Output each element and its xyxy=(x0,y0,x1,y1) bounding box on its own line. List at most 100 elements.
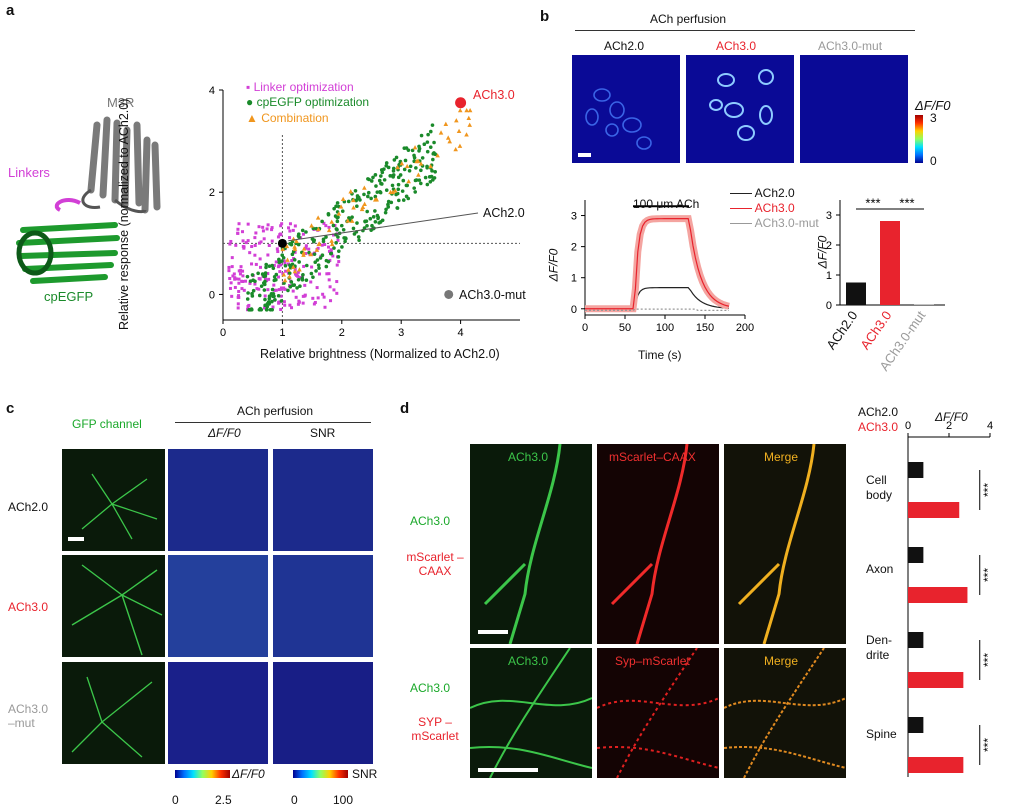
colorbar-b-max: 3 xyxy=(930,111,937,125)
cpegfp-point xyxy=(313,260,318,264)
cpegfp-point xyxy=(364,219,369,223)
cpegfp-point xyxy=(382,178,387,182)
cpegfp-point xyxy=(300,228,305,233)
cpegfp-point xyxy=(373,194,378,199)
bar-b-y-label: ΔF/F0 xyxy=(815,235,830,269)
linker-point xyxy=(284,269,288,273)
linker-point xyxy=(279,286,283,290)
linker-point xyxy=(287,226,291,230)
combination-point xyxy=(336,211,342,216)
cpegfp-point xyxy=(412,153,416,158)
cpegfp-point xyxy=(283,263,288,268)
linker-point xyxy=(291,228,295,232)
linker-point xyxy=(231,274,235,278)
combination-point xyxy=(281,272,287,277)
linker-point xyxy=(288,236,292,240)
bard-bar-3-0 xyxy=(908,717,924,733)
linker-point xyxy=(322,221,326,225)
cpegfp-point xyxy=(304,230,308,234)
bard-bar-0-1 xyxy=(908,502,960,518)
cpegfp-point xyxy=(296,277,301,282)
linker-point xyxy=(273,288,277,292)
cpegfp-point xyxy=(296,242,301,247)
cpegfp-point xyxy=(375,190,380,194)
trace-y-tick-label: 2 xyxy=(571,242,577,254)
c-colorbar-snr-label: SNR xyxy=(352,767,378,781)
linker-point xyxy=(288,229,292,233)
panel-c-label: c xyxy=(6,400,15,417)
d-x-label: ΔF/F0 xyxy=(935,410,968,424)
cpegfp-point xyxy=(378,190,382,194)
linker-point xyxy=(276,265,280,269)
combination-point xyxy=(443,121,449,126)
cpegfp-point xyxy=(401,178,406,183)
cpegfp-point xyxy=(340,209,345,213)
d-row1-ch3-label: Merge xyxy=(764,450,799,464)
barb-y-tick-label: 3 xyxy=(826,210,832,222)
linker-point xyxy=(266,253,270,257)
cpegfp-point xyxy=(277,257,281,262)
cpegfp-point xyxy=(373,209,377,213)
cpegfp-point xyxy=(332,206,336,211)
cpegfp-point xyxy=(265,307,269,312)
col-ach20: ACh2.0 xyxy=(604,39,645,53)
cpegfp-point xyxy=(335,227,339,232)
cpegfp-point xyxy=(425,149,430,154)
linker-point xyxy=(321,292,325,296)
cpegfp-point xyxy=(405,183,410,188)
image-ach30-dff xyxy=(686,55,794,163)
linker-point xyxy=(255,287,259,291)
panel-b-label: b xyxy=(540,8,550,25)
bard-bar-0-0 xyxy=(908,462,924,478)
cpegfp-point xyxy=(250,291,254,296)
d-row2-ch1-label: ACh3.0 xyxy=(508,654,549,668)
cpegfp-point xyxy=(272,294,276,299)
combination-point xyxy=(438,130,444,135)
linker-point xyxy=(327,225,331,229)
cpegfp-point xyxy=(380,218,385,223)
cpegfp-point xyxy=(432,176,437,180)
panel-b-perfusion-header: ACh perfusion xyxy=(650,12,727,26)
barb-y-tick-label: 2 xyxy=(826,240,832,252)
barb-cat-label-0: ACh2.0 xyxy=(823,308,860,352)
scatter-x-tick-label: 3 xyxy=(398,327,404,339)
c-perfusion-header: ACh perfusion xyxy=(237,404,314,418)
cpegfp-point xyxy=(267,264,272,268)
cpegfp-point xyxy=(379,174,383,178)
linker-point xyxy=(248,251,252,255)
bard-bar-2-1 xyxy=(908,672,964,688)
cpegfp-point xyxy=(380,182,384,186)
annotation-mut: ACh3.0-mut xyxy=(459,288,526,302)
linker-point xyxy=(301,294,305,298)
cpegfp-point xyxy=(384,164,389,168)
cpegfp-point xyxy=(276,293,281,298)
linker-point xyxy=(280,222,284,226)
linker-point xyxy=(241,269,245,273)
linker-point xyxy=(230,294,234,298)
linker-point xyxy=(258,257,262,261)
cpegfp-point xyxy=(365,223,369,228)
linker-point xyxy=(272,263,276,267)
d-cat-0: Cell body xyxy=(866,473,893,502)
image-ach30mut-dff xyxy=(800,55,908,163)
linker-point xyxy=(254,231,258,235)
cpegfp-point xyxy=(295,286,299,290)
trace-stim-label: 100 μm ACh xyxy=(633,197,700,211)
c-row-ach30: ACh3.0 xyxy=(8,600,49,614)
cpegfp-point xyxy=(290,252,295,257)
cpegfp-point xyxy=(413,178,418,183)
cpegfp-point xyxy=(263,271,268,275)
combination-point xyxy=(316,226,321,232)
linker-point xyxy=(236,295,240,299)
cpegfp-point xyxy=(406,148,411,152)
cpegfp-point xyxy=(383,210,388,215)
scatter-x-tick-label: 2 xyxy=(339,327,345,339)
c-snr-header: SNR xyxy=(310,426,336,440)
cpegfp-point xyxy=(391,166,396,171)
bard-x-tick-label: 2 xyxy=(946,420,952,432)
linker-point xyxy=(324,224,328,228)
d-row1-left-b: mScarlet –CAAX xyxy=(406,550,464,578)
cpegfp-point xyxy=(259,307,264,312)
c-row-ach20: ACh2.0 xyxy=(8,500,49,514)
combination-point xyxy=(280,246,286,252)
